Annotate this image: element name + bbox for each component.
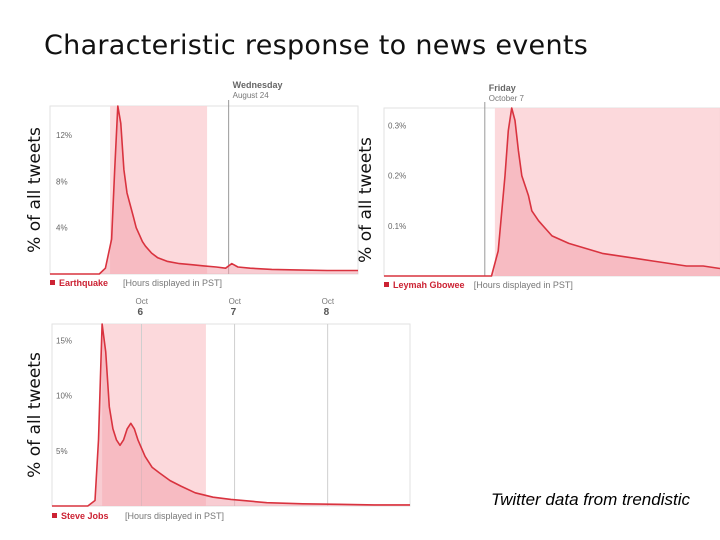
x-tick-day: 8: [324, 307, 330, 318]
y-tick-label: 0.3%: [388, 122, 406, 131]
x-tick-month: Oct: [322, 297, 335, 306]
x-axis-label: [Hours displayed in PST]: [123, 278, 222, 288]
y-tick-label: 10%: [56, 392, 72, 401]
y-tick-label: 12%: [56, 131, 72, 140]
x-tick-month: Oct: [136, 297, 149, 306]
legend-swatch: [50, 280, 55, 285]
y-tick-label: 0.1%: [388, 222, 406, 231]
x-tick-month: Oct: [229, 297, 242, 306]
y-tick-label: 15%: [56, 337, 72, 346]
series-line: [52, 323, 410, 507]
date-label: October 7: [489, 94, 525, 103]
date-label: August 24: [233, 91, 270, 100]
y-tick-label: 5%: [56, 447, 68, 456]
day-label: Wednesday: [233, 80, 283, 90]
legend-swatch: [384, 282, 389, 287]
day-label: Friday: [489, 83, 516, 93]
series-area: [384, 108, 720, 276]
series-line: [50, 105, 358, 275]
legend-label: Leymah Gbowee: [393, 280, 465, 290]
series-area: [52, 324, 410, 506]
series-line: [384, 107, 720, 277]
y-tick-label: 8%: [56, 177, 68, 186]
legend-swatch: [52, 513, 57, 518]
source-caption: Twitter data from trendistic: [490, 490, 690, 509]
legend-label: Earthquake: [59, 278, 108, 288]
series-area: [50, 106, 358, 274]
x-tick-day: 6: [138, 307, 144, 318]
slide-title: Characteristic response to news events: [44, 30, 589, 61]
legend-label: Steve Jobs: [61, 511, 109, 521]
y-tick-label: 0.2%: [388, 172, 406, 181]
x-axis-label: [Hours displayed in PST]: [125, 511, 224, 521]
x-tick-day: 7: [231, 307, 237, 318]
y-tick-label: 4%: [56, 224, 68, 233]
x-axis-label: [Hours displayed in PST]: [474, 280, 573, 290]
